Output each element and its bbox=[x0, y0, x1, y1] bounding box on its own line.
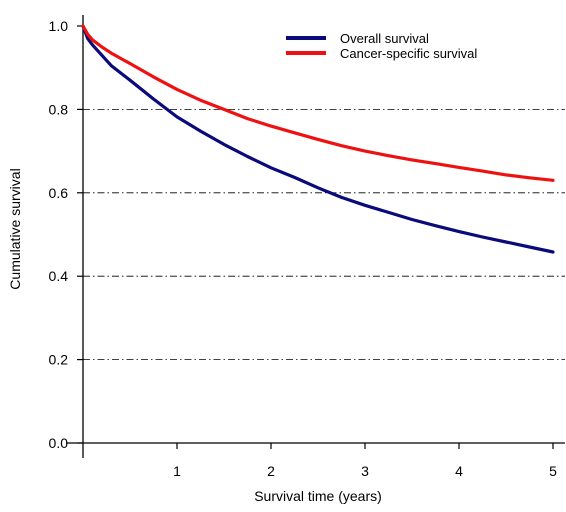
y-tick-label: 0.6 bbox=[49, 185, 69, 201]
x-tick-label: 5 bbox=[549, 463, 557, 479]
series-line-cancer-specific-survival bbox=[81, 24, 555, 182]
x-axis-title: Survival time (years) bbox=[254, 488, 382, 504]
x-tick-label: 2 bbox=[267, 463, 275, 479]
series-line-overall-survival bbox=[81, 24, 555, 254]
legend: Overall survival Cancer-specific surviva… bbox=[286, 31, 477, 61]
y-tick-label: 0.2 bbox=[49, 352, 69, 368]
x-tick-label: 1 bbox=[173, 463, 181, 479]
axis-ticks: 0.0 0.2 0.4 0.6 0.8 1.0 1 2 3 4 5 bbox=[49, 18, 558, 479]
series-lines bbox=[81, 24, 555, 254]
grid-lines bbox=[83, 109, 565, 361]
y-tick-label: 0.0 bbox=[49, 435, 69, 451]
x-tick-label: 4 bbox=[455, 463, 463, 479]
legend-label-cancer-specific-survival: Cancer-specific survival bbox=[340, 46, 477, 61]
axes bbox=[66, 15, 565, 458]
y-tick-label: 0.8 bbox=[49, 101, 69, 117]
y-axis-title: Cumulative survival bbox=[7, 168, 23, 289]
y-tick-label: 1.0 bbox=[49, 18, 69, 34]
x-tick-label: 3 bbox=[361, 463, 369, 479]
legend-label-overall-survival: Overall survival bbox=[340, 31, 429, 46]
y-tick-label: 0.4 bbox=[49, 268, 69, 284]
